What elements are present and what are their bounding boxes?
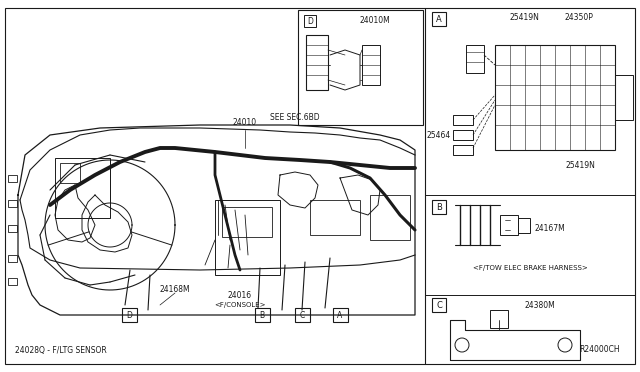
Text: A: A — [436, 15, 442, 23]
Bar — [333, 308, 348, 322]
Bar — [304, 15, 316, 27]
Text: D: D — [126, 311, 132, 320]
Bar — [432, 200, 446, 214]
Text: D: D — [307, 16, 313, 26]
Bar — [432, 12, 446, 26]
Text: 24350P: 24350P — [565, 13, 594, 22]
Text: 24167M: 24167M — [535, 224, 566, 232]
Bar — [122, 308, 137, 322]
Text: 24010M: 24010M — [360, 16, 390, 25]
Bar — [495, 45, 615, 150]
Bar — [615, 75, 633, 120]
Text: 24168M: 24168M — [160, 285, 190, 295]
Bar — [310, 200, 360, 235]
Text: 24028Q - F/LTG SENSOR: 24028Q - F/LTG SENSOR — [15, 346, 107, 355]
Text: R24000CH: R24000CH — [579, 346, 620, 355]
Bar — [215, 200, 280, 275]
Text: C: C — [300, 311, 305, 320]
Bar — [255, 308, 270, 322]
Text: A: A — [337, 311, 342, 320]
Text: <F/CONSOLE>: <F/CONSOLE> — [214, 302, 266, 308]
Text: C: C — [436, 301, 442, 310]
Bar — [8, 200, 17, 207]
Bar — [295, 308, 310, 322]
Text: 24016: 24016 — [228, 291, 252, 299]
Bar — [453, 115, 473, 125]
Bar — [222, 207, 272, 237]
Bar — [453, 130, 473, 140]
Bar — [8, 225, 17, 232]
Bar — [8, 278, 17, 285]
Bar — [8, 175, 17, 182]
Bar — [60, 163, 80, 183]
Text: <F/TOW ELEC BRAKE HARNESS>: <F/TOW ELEC BRAKE HARNESS> — [472, 265, 588, 271]
Bar — [362, 45, 380, 85]
Bar — [453, 145, 473, 155]
Bar — [466, 45, 484, 73]
Bar — [306, 35, 328, 90]
Bar — [518, 218, 530, 233]
Text: SEE SEC.6BD: SEE SEC.6BD — [270, 113, 320, 122]
Text: 24380M: 24380M — [525, 301, 556, 310]
Text: 25419N: 25419N — [565, 160, 595, 170]
Bar — [432, 298, 446, 312]
Bar — [490, 310, 508, 328]
Text: 25419N: 25419N — [510, 13, 540, 22]
Text: B: B — [259, 311, 264, 320]
Bar — [500, 215, 518, 235]
Bar — [370, 195, 410, 240]
Text: 24010: 24010 — [233, 118, 257, 127]
Text: B: B — [436, 202, 442, 212]
Bar — [8, 255, 17, 262]
Bar — [298, 10, 423, 125]
Text: 25464: 25464 — [427, 131, 451, 140]
Bar — [55, 158, 110, 218]
